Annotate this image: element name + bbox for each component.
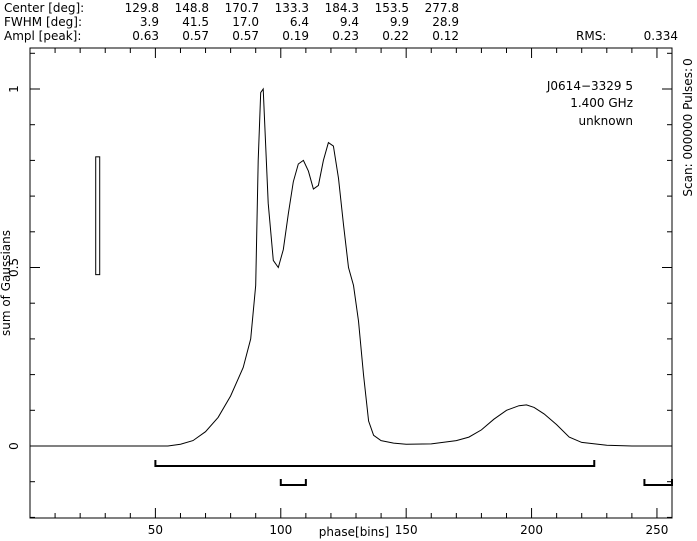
rms-label: RMS: [576,29,606,43]
plot-frame [29,47,673,519]
axis-ticks [30,48,672,518]
x-tick-label: 200 [520,523,543,537]
window-brackets [154,460,673,486]
component-value: 133.3 [275,1,309,15]
window-bracket [279,479,307,486]
component-value: 0.57 [232,29,259,43]
frequency-label: 1.400 GHz [570,96,633,110]
y-tick-label: 0 [7,442,21,450]
error-scale-bar [95,156,101,276]
component-value: 153.5 [375,1,409,15]
component-value: 3.9 [140,15,159,29]
status-label: unknown [578,114,633,128]
x-axis-label: phase[bins] [319,525,389,539]
component-value: 148.8 [175,1,209,15]
rms-value: 0.334 [644,29,678,43]
scan-pulses-label: Scan: 000000 Pulses: [681,68,695,197]
y-axis-label: sum of Gaussians [0,230,13,336]
component-row-label: FWHM [deg]: [4,15,82,29]
component-value: 9.9 [390,15,409,29]
component-value: 9.4 [340,15,359,29]
component-value: 184.3 [325,1,359,15]
component-value: 170.7 [225,1,259,15]
x-tick-label: 100 [269,523,292,537]
component-value: 0.23 [332,29,359,43]
axis-tick-labels: 50 100 150 200 250 0 0.5 1 [7,85,668,537]
component-value: 129.8 [125,1,159,15]
source-name: J0614−3329 5 [546,79,633,93]
component-value: 0.19 [282,29,309,43]
x-tick-label: 150 [395,523,418,537]
pulses-value: 0 [681,58,695,66]
x-tick-label: 250 [646,523,669,537]
component-table: Center [deg]: 129.8 148.8 170.7 133.3 184.3 15… [4,1,459,43]
y-tick-label: 0.5 [7,258,21,277]
profile-curve [30,87,672,447]
component-value: 0.57 [182,29,209,43]
component-value: 0.63 [132,29,159,43]
component-value: 0.12 [432,29,459,43]
window-bracket [154,460,596,467]
component-row-label: Ampl [peak]: [4,29,81,43]
component-value: 6.4 [290,15,309,29]
component-value: 0.22 [382,29,409,43]
component-value: 277.8 [425,1,459,15]
component-row-label: Center [deg]: [4,1,84,15]
y-tick-label: 1 [7,85,21,93]
window-bracket [643,479,673,486]
x-tick-label: 50 [148,523,163,537]
component-value: 28.9 [432,15,459,29]
component-value: 41.5 [182,15,209,29]
component-value: 17.0 [232,15,259,29]
